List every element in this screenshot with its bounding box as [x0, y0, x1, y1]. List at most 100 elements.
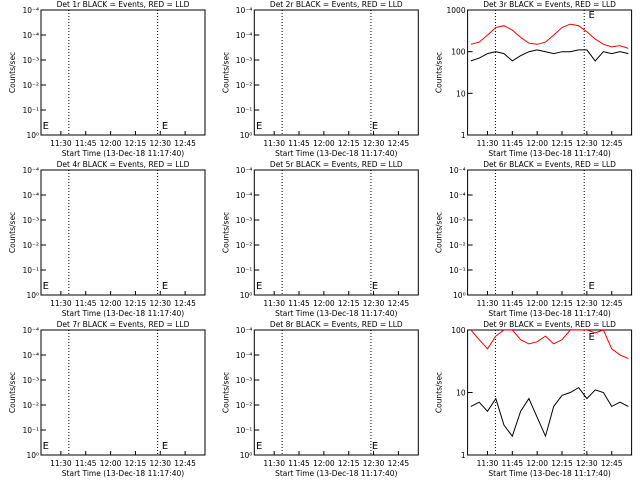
y-tick-label: 10⁰	[240, 131, 253, 140]
y-tick-label: 10⁻²	[236, 81, 253, 90]
panel: Det 7r BLACK = Events, RED = LLD Counts/s…	[8, 320, 206, 478]
x-axis-label: Start Time (13-Dec-18 11:17:40)	[62, 309, 184, 318]
x-tick-label: 12:45	[601, 299, 623, 308]
x-tick-label: 12:30	[149, 139, 171, 148]
x-tick-label: 12:15	[125, 299, 147, 308]
plot-frame	[253, 9, 419, 136]
x-tick-label: 11:30	[50, 459, 72, 468]
series-line	[470, 49, 629, 62]
x-tick-label: 11:30	[50, 139, 72, 148]
y-tick-label: 10⁻⁴	[449, 166, 466, 175]
panel-title: Det 3r BLACK = Events, RED = LLD	[483, 0, 616, 9]
y-tick-label: 10⁻¹	[22, 266, 39, 275]
x-tick-label: 12:15	[338, 139, 360, 148]
panel-title: Det 7r BLACK = Events, RED = LLD	[57, 320, 190, 329]
panel: Det 6r BLACK = Events, RED = LLD Counts/s…	[435, 160, 633, 318]
x-tick-label: 12:00	[526, 459, 548, 468]
x-tick-label: 12:30	[363, 459, 385, 468]
x-tick-label: 12:30	[363, 299, 385, 308]
panel: Det 9r BLACK = Events, RED = LLD Counts/s…	[435, 320, 633, 478]
panel: Det 1r BLACK = Events, RED = LLD Counts/s…	[8, 0, 206, 158]
y-tick-label: 10⁻²	[22, 241, 39, 250]
y-tick-label: 10⁻³	[22, 376, 39, 385]
x-axis-label: Start Time (13-Dec-18 11:17:40)	[488, 149, 610, 158]
annotation: E	[372, 281, 378, 292]
x-tick-label: 12:30	[576, 459, 598, 468]
x-tick-label: 12:45	[174, 459, 196, 468]
annotation: E	[162, 281, 168, 292]
y-tick-label: 1000	[447, 6, 466, 15]
series-line	[470, 23, 629, 49]
x-tick-label: 12:45	[388, 139, 410, 148]
x-tick-label: 12:30	[149, 299, 171, 308]
x-tick-label: 12:30	[576, 139, 598, 148]
x-tick-label: 12:00	[526, 139, 548, 148]
y-tick-label: 10	[456, 389, 466, 398]
y-tick-label: 10⁻³	[449, 216, 466, 225]
y-tick-label: 10⁻¹	[236, 426, 253, 435]
x-axis-label: Start Time (13-Dec-18 11:17:40)	[62, 149, 184, 158]
panel-title: Det 4r BLACK = Events, RED = LLD	[57, 160, 190, 169]
panel: Det 2r BLACK = Events, RED = LLD Counts/s…	[221, 0, 419, 158]
y-tick-label: 10⁻³	[22, 216, 39, 225]
y-tick-label: 10⁻⁴	[22, 326, 39, 335]
y-tick-label: 10⁰	[26, 291, 39, 300]
y-tick-label: 10⁻¹	[449, 266, 466, 275]
y-tick-label: 10⁻⁴	[236, 326, 253, 335]
x-tick-label: 12:45	[388, 459, 410, 468]
x-tick-label: 11:45	[288, 139, 310, 148]
y-tick-label: 10⁻³	[236, 376, 253, 385]
x-tick-label: 12:00	[313, 299, 335, 308]
x-tick-label: 12:15	[125, 459, 147, 468]
y-tick-label: 10⁻³	[22, 56, 39, 65]
x-tick-label: 12:00	[100, 459, 122, 468]
plot-frame	[40, 169, 206, 296]
x-tick-label: 11:30	[263, 139, 285, 148]
x-tick-label: 11:45	[75, 459, 97, 468]
y-tick-label: 10⁻⁴	[22, 191, 39, 200]
y-tick-label: 10⁰	[26, 451, 39, 460]
panel-title: Det 2r BLACK = Events, RED = LLD	[270, 0, 403, 9]
panel: Det 8r BLACK = Events, RED = LLD Counts/s…	[221, 320, 419, 478]
y-axis-label: Counts/sec	[8, 212, 17, 253]
x-tick-label: 11:45	[75, 299, 97, 308]
annotation: E	[43, 121, 49, 132]
annotation: E	[43, 281, 49, 292]
panel: Det 4r BLACK = Events, RED = LLD Counts/s…	[8, 160, 206, 318]
y-axis-label: Counts/sec	[221, 52, 230, 93]
y-tick-label: 10⁻⁴	[22, 351, 39, 360]
plot-frame	[40, 9, 206, 136]
x-tick-label: 11:45	[502, 299, 524, 308]
x-tick-label: 12:45	[601, 459, 623, 468]
x-tick-label: 12:00	[313, 139, 335, 148]
annotation: E	[256, 441, 262, 452]
series-line	[470, 330, 629, 359]
x-tick-label: 12:45	[388, 299, 410, 308]
x-tick-label: 12:15	[551, 139, 573, 148]
y-tick-label: 10⁻³	[236, 216, 253, 225]
y-tick-label: 10⁻²	[22, 401, 39, 410]
x-tick-label: 12:15	[125, 139, 147, 148]
x-tick-label: 11:45	[502, 139, 524, 148]
y-axis-label: Counts/sec	[8, 52, 17, 93]
y-tick-label: 10⁻²	[236, 241, 253, 250]
x-tick-label: 12:45	[174, 299, 196, 308]
x-axis-label: Start Time (13-Dec-18 11:17:40)	[275, 469, 397, 478]
annotation: E	[162, 441, 168, 452]
x-tick-label: 12:45	[601, 139, 623, 148]
annotation: E	[589, 281, 595, 292]
y-tick-label: 10⁻²	[236, 401, 253, 410]
x-axis-label: Start Time (13-Dec-18 11:17:40)	[488, 309, 610, 318]
y-tick-label: 100	[451, 326, 466, 335]
x-tick-label: 11:30	[477, 139, 499, 148]
panel-title: Det 8r BLACK = Events, RED = LLD	[270, 320, 403, 329]
y-tick-label: 10⁰	[240, 291, 253, 300]
y-tick-label: 10⁻⁴	[236, 6, 253, 15]
x-tick-label: 12:15	[551, 299, 573, 308]
x-tick-label: 12:15	[551, 459, 573, 468]
x-tick-label: 11:30	[50, 299, 72, 308]
x-tick-label: 12:15	[338, 459, 360, 468]
x-tick-label: 11:30	[477, 299, 499, 308]
